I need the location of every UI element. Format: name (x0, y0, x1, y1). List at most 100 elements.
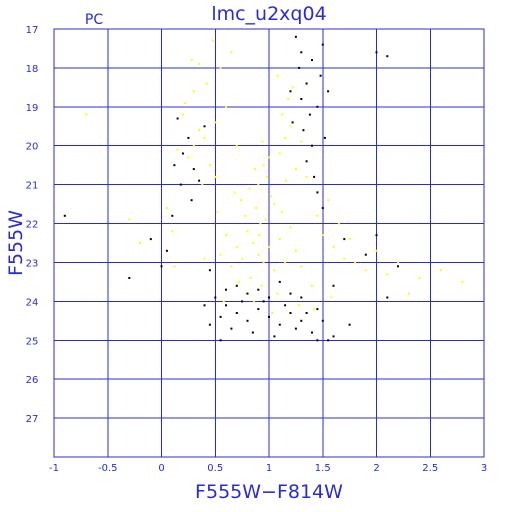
scatter-point-black (397, 265, 399, 268)
scatter-point-yellow (240, 199, 243, 202)
scatter-point-black (319, 74, 322, 77)
scatter-point-yellow (265, 175, 268, 178)
scatter-point-yellow (316, 214, 319, 217)
x-tick-label: 1 (266, 463, 272, 474)
scatter-point-black (294, 35, 297, 38)
scatter-point-yellow (205, 82, 208, 85)
scatter-point-black (278, 280, 281, 283)
scatter-point-yellow (364, 269, 367, 272)
scatter-point-black (289, 90, 292, 93)
scatter-point-yellow (255, 207, 258, 209)
scatter-point-black (294, 327, 297, 330)
scatter-point-yellow (208, 164, 211, 167)
scatter-point-yellow (397, 261, 399, 264)
scatter-point-black (375, 51, 378, 54)
scatter-point-yellow (354, 261, 356, 264)
scatter-point-yellow (212, 39, 215, 42)
scatter-point-yellow (327, 199, 330, 202)
scatter-point-black (246, 292, 249, 295)
scatter-point-black (386, 55, 389, 58)
scatter-point-black (316, 308, 319, 311)
scatter-point-yellow (258, 234, 261, 237)
scatter-point-black (235, 284, 238, 287)
scatter-point-yellow (216, 210, 219, 213)
x-tick-label: 0.5 (207, 463, 223, 474)
scatter-point-yellow (276, 292, 279, 295)
scatter-point-yellow (128, 218, 131, 221)
scatter-point-yellow (249, 277, 252, 279)
scatter-point-yellow (214, 175, 217, 178)
scatter-point-yellow (171, 230, 174, 233)
scatter-point-yellow (291, 86, 294, 89)
scatter-point-black (305, 82, 308, 85)
scatter-point-black (327, 339, 330, 342)
scatter-point-yellow (201, 183, 204, 186)
scatter-point-yellow (260, 284, 263, 287)
scatter-point-black (246, 319, 249, 322)
y-tick-label: 20 (26, 142, 39, 153)
scatter-point-yellow (300, 140, 303, 143)
scatter-point-yellow (280, 210, 283, 213)
scatter-point-black (173, 164, 176, 167)
x-tick-label: 3 (481, 463, 487, 474)
scatter-point-yellow (285, 179, 288, 182)
scatter-point-yellow (287, 98, 290, 100)
scatter-point-yellow (418, 277, 421, 279)
scatter-point-yellow (280, 113, 283, 116)
scatter-point-black (291, 121, 294, 124)
scatter-point-black (160, 265, 163, 268)
scatter-point-black (327, 90, 330, 93)
scatter-point-yellow (278, 152, 281, 155)
series-yellow (85, 39, 464, 314)
scatter-point-yellow (268, 245, 270, 248)
scatter-point-yellow (278, 238, 281, 241)
scatter-point-black (241, 300, 244, 303)
scatter-point-yellow (198, 129, 201, 132)
scatter-point-yellow (248, 187, 251, 190)
scatter-point-black (214, 296, 217, 299)
scatter-point-black (332, 284, 335, 287)
scatter-point-yellow (386, 273, 389, 276)
scatter-point-yellow (176, 148, 179, 151)
scatter-point-yellow (219, 66, 222, 69)
scatter-point-yellow (237, 280, 240, 283)
scatter-point-yellow (407, 292, 410, 295)
scatter-point-yellow (330, 296, 333, 299)
scatter-point-yellow (139, 242, 141, 244)
scatter-point-yellow (251, 242, 254, 244)
corner-label: PC (85, 12, 103, 28)
scatter-point-yellow (85, 113, 88, 116)
scatter-point-black (268, 315, 270, 318)
scatter-point-yellow (203, 257, 206, 260)
scatter-point-black (316, 339, 319, 342)
scatter-point-black (311, 144, 313, 147)
y-tick-label: 22 (26, 220, 39, 231)
scatter-point-yellow (298, 304, 301, 307)
scatter-point-yellow (276, 74, 279, 77)
scatter-point-black (182, 152, 184, 155)
scatter-point-black (262, 300, 265, 303)
scatter-point-yellow (203, 136, 206, 139)
scatter-point-black (316, 105, 319, 108)
scatter-point-black (268, 296, 270, 299)
scatter-point-black (305, 312, 308, 314)
scatter-point-yellow (241, 257, 244, 260)
scatter-point-black (203, 304, 206, 307)
scatter-point-yellow (222, 300, 225, 303)
scatter-point-yellow (305, 175, 308, 178)
scatter-point-yellow (165, 207, 168, 209)
scatter-point-black (375, 234, 378, 237)
scatter-point-yellow (313, 308, 316, 311)
scatter-point-yellow (235, 245, 238, 248)
scatter-point-black (176, 117, 179, 120)
scatter-point-yellow (300, 265, 303, 268)
y-tick-label: 18 (26, 64, 39, 75)
y-tick-labels: 17 18 19 20 21 22 23 24 25 26 27 (26, 25, 39, 425)
scatter-point-yellow (268, 156, 270, 159)
scatter-point-black (313, 175, 316, 178)
x-tick-label: 0 (158, 463, 164, 474)
scatter-point-yellow (375, 249, 378, 252)
scatter-point-yellow (461, 280, 464, 283)
plot-frame (53, 28, 485, 458)
scatter-point-black (364, 253, 367, 256)
